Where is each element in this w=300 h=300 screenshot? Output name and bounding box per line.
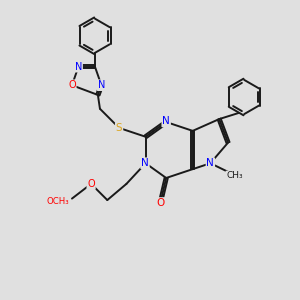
Text: N: N <box>141 158 149 168</box>
Text: N: N <box>206 158 214 168</box>
Text: O: O <box>68 80 76 90</box>
Text: S: S <box>116 123 122 133</box>
Text: N: N <box>162 116 170 126</box>
Text: O: O <box>87 179 95 189</box>
Text: N: N <box>75 62 82 72</box>
Text: OCH₃: OCH₃ <box>46 197 69 206</box>
Text: O: O <box>156 198 164 208</box>
Text: N: N <box>98 80 105 90</box>
Text: CH₃: CH₃ <box>226 171 243 180</box>
